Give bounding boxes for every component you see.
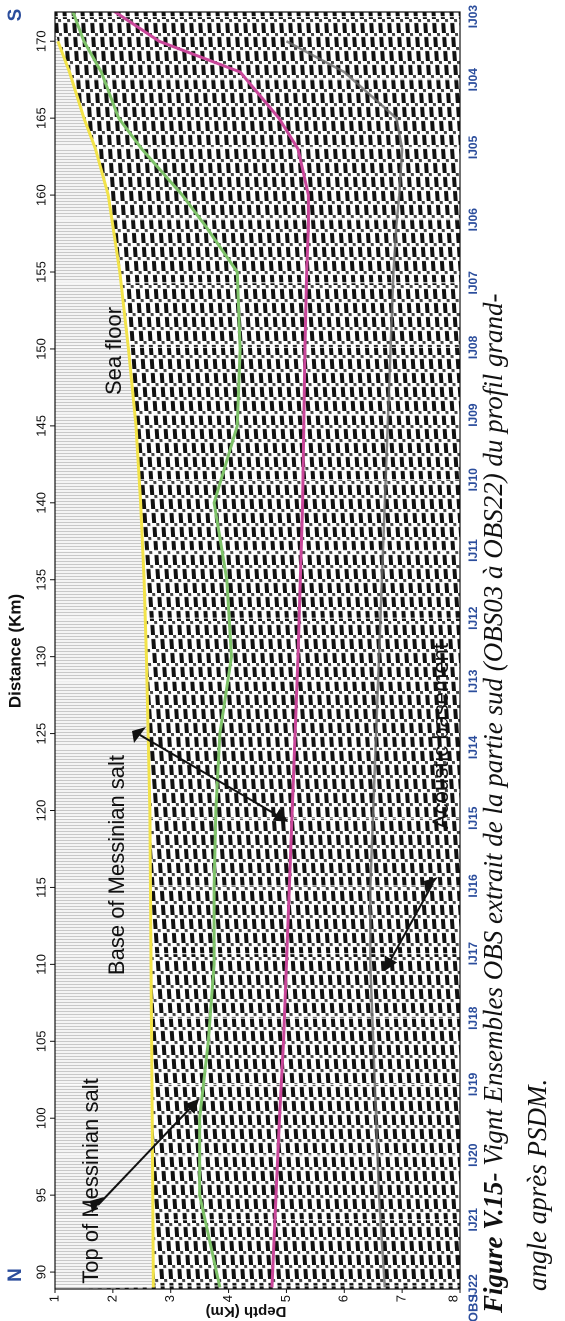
station-label: IJ17 <box>466 942 480 966</box>
caption-line-2: angle après PSDM. <box>522 1079 552 1291</box>
horizon-line <box>70 12 242 1288</box>
y-tick-label: 3 <box>162 1295 177 1302</box>
station-label: IJ13 <box>466 669 480 693</box>
x-tick-label: 90 <box>33 1265 48 1279</box>
x-tick-label: 105 <box>33 1030 48 1052</box>
station-label: IJ20 <box>466 1143 480 1167</box>
station-label: IJ10 <box>466 468 480 492</box>
station-label: IJ15 <box>466 806 480 830</box>
annotation: Sea floor <box>101 307 126 395</box>
obs-label: OBS <box>465 1294 480 1321</box>
caption-line-1: Figure V.15- Vignt Ensembles OBS extrait… <box>478 294 508 1314</box>
x-tick-label: 145 <box>33 415 48 437</box>
station-label: IJ11 <box>466 539 480 562</box>
station-label: IJ12 <box>466 606 480 630</box>
annotation: Acoustic basement <box>428 643 453 829</box>
x-tick-label: 115 <box>33 877 48 898</box>
annotation-arrow <box>139 734 289 822</box>
y-tick-label: 7 <box>394 1295 409 1302</box>
station-label: IJ08 <box>466 335 480 359</box>
horizon-line <box>56 40 155 1288</box>
direction-north: N <box>5 1268 26 1282</box>
annotation: Top of Messinian salt <box>78 1078 103 1283</box>
y-axis-title: Depth (Km) <box>206 1303 287 1320</box>
plot-area <box>55 12 460 1289</box>
station-label: IJ19 <box>466 1072 480 1096</box>
x-tick-label: 155 <box>33 261 48 283</box>
arrow-feather <box>132 727 146 743</box>
station-label: IJ21 <box>466 1208 480 1232</box>
station-label: IJ07 <box>466 271 480 295</box>
horizon-line <box>285 40 404 1288</box>
station-label: IJ09 <box>466 403 480 427</box>
seismic-texture <box>55 12 460 1289</box>
arrow-feather <box>90 1197 104 1213</box>
x-tick-label: 125 <box>33 723 48 745</box>
x-tick-label: 130 <box>33 646 48 668</box>
annotation-arrow <box>384 884 433 972</box>
y-tick-label: 5 <box>278 1295 293 1302</box>
y-tick-label: 1 <box>46 1295 61 1302</box>
station-label: IJ04 <box>466 68 480 92</box>
x-tick-label: 135 <box>33 569 48 591</box>
horizon-line <box>112 12 310 1288</box>
x-tick-label: 150 <box>33 338 48 360</box>
y-tick-label: 6 <box>336 1295 351 1302</box>
x-tick-label: 100 <box>33 1107 48 1129</box>
station-label: IJ16 <box>466 874 480 898</box>
annotation-arrow <box>97 1098 199 1206</box>
water-column <box>55 12 154 1289</box>
x-axis-title: Distance (Km) <box>5 594 24 708</box>
plot-frame <box>54 11 461 1290</box>
x-tick-label: 110 <box>33 954 48 975</box>
caption-text: Vignt Ensembles OBS extrait de la partie… <box>478 294 508 1173</box>
x-tick-label: 170 <box>33 30 48 52</box>
station-label: IJ03 <box>466 5 480 29</box>
y-tick-label: 8 <box>445 1295 460 1302</box>
y-tick-label: 4 <box>220 1295 235 1302</box>
x-tick-label: 140 <box>33 492 48 514</box>
station-label: IJ22 <box>466 1274 480 1298</box>
station-label: IJ05 <box>466 135 480 159</box>
arrow-feather <box>424 877 438 893</box>
annotation: Base of Messinian salt <box>104 755 129 975</box>
station-label: IJ18 <box>466 1006 480 1030</box>
station-label: IJ14 <box>466 735 480 759</box>
rotated-figure: Depth (Km) Distance (Km) N S OBS Figure … <box>5 5 552 1321</box>
x-tick-label: 165 <box>33 107 48 129</box>
caption-label: Figure V.15- <box>478 1172 508 1314</box>
x-tick-label: 160 <box>33 184 48 206</box>
station-label: IJ06 <box>466 208 480 232</box>
x-tick-label: 95 <box>33 1188 48 1202</box>
direction-south: S <box>5 9 26 22</box>
x-tick-label: 120 <box>33 800 48 822</box>
y-tick-label: 2 <box>104 1295 119 1302</box>
